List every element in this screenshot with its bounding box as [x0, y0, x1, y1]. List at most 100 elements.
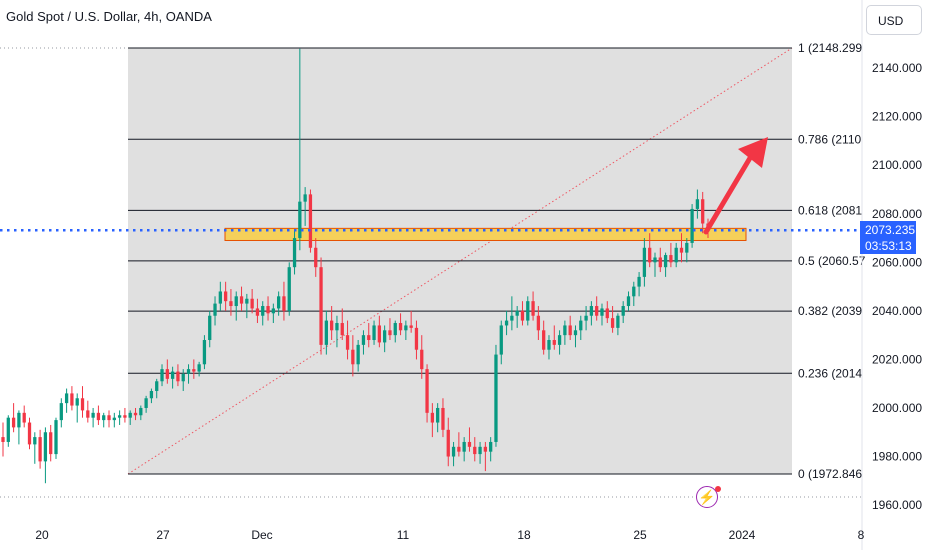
candle-body — [54, 420, 58, 455]
candle-body — [91, 412, 95, 418]
candle-body — [542, 330, 546, 350]
candle-body — [107, 415, 111, 421]
candle-body — [208, 315, 212, 341]
price-axis-tick: 2060.000 — [872, 255, 922, 269]
candle-body — [276, 296, 281, 309]
candle-body — [398, 323, 403, 331]
candle-body — [685, 242, 689, 253]
fib-level-label: 0.382 (2039 — [798, 304, 862, 318]
candle-body — [324, 320, 328, 345]
candle-body — [27, 422, 32, 445]
fib-level-label: 0.5 (2060.57 — [798, 254, 866, 268]
candle-body — [192, 369, 196, 372]
candle-body — [409, 325, 413, 328]
candle-body — [303, 194, 307, 202]
currency-button[interactable]: USD — [866, 5, 922, 35]
candle-body — [133, 412, 138, 416]
candle-body — [579, 320, 583, 331]
symbol-title: Gold Spot / U.S. Dollar, 4h, OANDA — [6, 9, 212, 24]
candle-body — [605, 308, 609, 319]
candle-body — [669, 255, 673, 263]
fib-level-label: 0.786 (2110 — [798, 132, 861, 146]
time-axis-label: 25 — [633, 528, 647, 542]
candle-body — [494, 354, 498, 442]
notification-dot — [715, 486, 721, 492]
candle-body — [504, 320, 509, 326]
bar-countdown: 03:53:13 — [865, 239, 912, 253]
lightning-alert-icon[interactable]: ⚡ — [696, 486, 718, 508]
candle-body — [234, 296, 238, 307]
candle-body — [483, 446, 488, 452]
price-axis-tick: 2120.000 — [872, 110, 922, 124]
price-axis-tick: 1960.000 — [872, 498, 922, 512]
support-zone-box[interactable] — [224, 227, 747, 241]
candle-body — [584, 315, 588, 321]
candle-body — [547, 340, 551, 350]
candle-body — [489, 441, 493, 452]
candle-body — [377, 325, 381, 343]
candle-body — [1, 437, 5, 442]
candle-body — [139, 407, 143, 416]
candle-body — [314, 247, 318, 268]
candle-body — [372, 325, 376, 341]
candle-body — [170, 371, 175, 379]
candle-body — [80, 398, 85, 411]
price-axis-tick: 2100.000 — [872, 158, 922, 172]
candle-body — [600, 308, 604, 316]
candle-body — [250, 298, 254, 309]
candle-body — [149, 390, 154, 399]
candle-body — [17, 412, 21, 428]
candle-body — [510, 315, 514, 321]
price-axis-tick: 2140.000 — [872, 61, 922, 75]
candle-body — [679, 247, 684, 253]
candle-body — [298, 201, 302, 239]
candle-body — [383, 330, 387, 343]
candle-body — [123, 415, 127, 418]
candle-body — [117, 415, 122, 418]
candle-body — [430, 412, 435, 423]
candle-body — [520, 310, 525, 321]
time-axis-label: 18 — [517, 528, 531, 542]
candle-body — [223, 291, 228, 302]
candle-body — [616, 315, 620, 328]
candle-body — [176, 371, 180, 382]
candle-body — [536, 315, 541, 331]
candle-body — [43, 432, 48, 462]
candle-body — [637, 276, 641, 287]
candle-body — [345, 335, 350, 350]
time-axis-label: 11 — [397, 528, 410, 542]
candle-body — [589, 306, 594, 316]
price-axis-tick: 2020.000 — [872, 352, 922, 366]
candle-body — [160, 369, 164, 382]
candle-body — [436, 407, 440, 423]
candle-body — [165, 369, 169, 379]
candle-body — [181, 373, 185, 382]
candle-body — [282, 296, 286, 311]
candle-body — [595, 306, 599, 316]
candle-body — [70, 393, 74, 406]
candle-body — [38, 437, 42, 462]
time-axis-label: 27 — [156, 528, 170, 542]
projection-arrow-shaft[interactable] — [703, 155, 753, 235]
candle-body — [642, 247, 647, 277]
candle-body — [239, 296, 244, 304]
candle-body — [701, 199, 705, 224]
candle-body — [367, 335, 371, 341]
candle-body — [22, 412, 26, 423]
candle-body — [11, 417, 16, 428]
candle-body — [96, 412, 101, 421]
candle-body — [340, 323, 344, 336]
candle-body — [457, 446, 461, 452]
candle-body — [568, 325, 572, 336]
candle-body — [663, 255, 668, 268]
time-axis-label: 2024 — [729, 528, 756, 542]
candle-body — [144, 398, 148, 408]
candle-body — [266, 306, 270, 314]
candle-body — [49, 432, 53, 455]
candle-body — [674, 247, 678, 263]
fib-trendline — [127, 47, 793, 475]
candle-body — [573, 330, 578, 336]
candle-body — [335, 323, 339, 331]
fib-level-label: 1 (2148.299 — [798, 41, 862, 55]
